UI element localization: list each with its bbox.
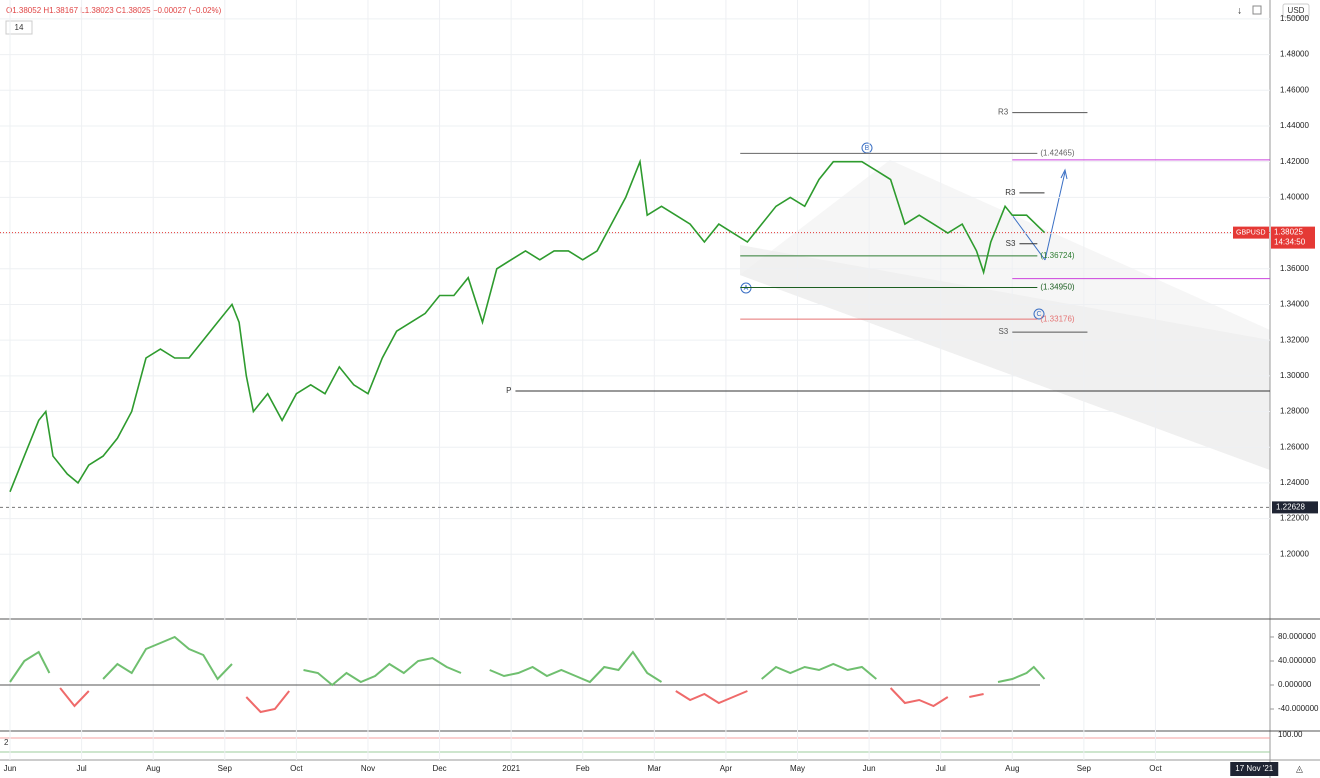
x-tick-label: Mar bbox=[647, 764, 661, 773]
oscillator-line bbox=[59, 687, 90, 708]
wave-label: A bbox=[744, 285, 749, 292]
pane3-label: 2 bbox=[4, 738, 9, 747]
level-label: (1.42465) bbox=[1040, 148, 1075, 157]
projection-arrow bbox=[1044, 171, 1066, 261]
y-tick-label: 1.40000 bbox=[1280, 192, 1309, 201]
icon[interactable] bbox=[1252, 5, 1262, 15]
level-label: S3 bbox=[1006, 239, 1016, 248]
x-tick-label: Oct bbox=[1149, 764, 1162, 773]
oscillator-line bbox=[303, 656, 462, 687]
x-tick-label: May bbox=[790, 764, 805, 773]
crosshair-box bbox=[1272, 501, 1318, 514]
date-marker-box bbox=[1230, 762, 1279, 776]
y-tick-label: 1.20000 bbox=[1280, 549, 1309, 558]
y-tick-label: 1.34000 bbox=[1280, 300, 1309, 309]
level-label: (1.33176) bbox=[1040, 314, 1075, 323]
level-label: S3 bbox=[998, 327, 1008, 336]
level-label: P bbox=[506, 386, 511, 395]
oscillator-line bbox=[761, 662, 877, 680]
wave-marker bbox=[740, 282, 752, 294]
arrow-head bbox=[1060, 168, 1068, 180]
date-marker: 17 Nov '21 bbox=[1235, 764, 1274, 773]
oscillator-line bbox=[889, 687, 949, 708]
y-tick-label: 1.22000 bbox=[1280, 514, 1309, 523]
level-label: (1.36724) bbox=[1040, 251, 1075, 260]
wave-label: B bbox=[865, 145, 870, 152]
osc-tick-label: -40.000000 bbox=[1278, 704, 1319, 713]
osc-tick-label: 40.000000 bbox=[1278, 656, 1316, 665]
x-tick-label: Sep bbox=[1077, 764, 1092, 773]
x-tick-label: Oct bbox=[290, 764, 303, 773]
y-tick-label: 1.26000 bbox=[1280, 442, 1309, 451]
x-tick-label: Sep bbox=[218, 764, 233, 773]
last-price-box bbox=[1271, 226, 1315, 249]
wave-marker bbox=[1033, 308, 1045, 320]
x-tick-label: Apr bbox=[720, 764, 733, 773]
y-tick-label: 1.46000 bbox=[1280, 85, 1309, 94]
oscillator-line bbox=[245, 690, 290, 714]
crosshair-price: 1.22628 bbox=[1276, 503, 1305, 512]
pitchfork-channel bbox=[740, 160, 1270, 470]
level-label: (1.34950) bbox=[1040, 283, 1075, 292]
y-tick-label: 1.50000 bbox=[1280, 14, 1309, 23]
projection bbox=[1011, 214, 1046, 261]
y-tick-label: 1.28000 bbox=[1280, 407, 1309, 416]
y-tick-label: 1.36000 bbox=[1280, 264, 1309, 273]
x-tick-label: Nov bbox=[361, 764, 375, 773]
y-tick-label: 1.32000 bbox=[1280, 335, 1309, 344]
oscillator-line bbox=[997, 665, 1046, 683]
icon[interactable]: ↓ bbox=[1237, 6, 1242, 17]
level-label: R3 bbox=[998, 108, 1009, 117]
x-tick-label: 2021 bbox=[502, 764, 520, 773]
x-tick-label: Jun bbox=[4, 764, 17, 773]
ohlc-legend: O1.38052 H1.38167 L1.38023 C1.38025 −0.0… bbox=[6, 6, 222, 15]
y-tick-label: 1.30000 bbox=[1280, 371, 1309, 380]
osc-tick-label: 80.000000 bbox=[1278, 632, 1316, 641]
countdown: 14:34:50 bbox=[1274, 238, 1306, 247]
oscillator-line bbox=[969, 693, 984, 698]
indicator-toggle[interactable] bbox=[5, 20, 33, 35]
x-tick-label: Jun bbox=[863, 764, 876, 773]
icon[interactable]: ◬ bbox=[1296, 763, 1303, 773]
x-tick-label: Feb bbox=[576, 764, 590, 773]
price-line bbox=[9, 158, 1046, 493]
oscillator-line bbox=[489, 650, 663, 684]
pane3-tick: 100.00 bbox=[1278, 730, 1303, 739]
y-tick-label: 1.48000 bbox=[1280, 50, 1309, 59]
y-tick-label: 1.44000 bbox=[1280, 121, 1309, 130]
oscillator-line bbox=[675, 690, 748, 705]
symbol-box bbox=[1233, 226, 1269, 239]
oscillator-line bbox=[9, 650, 51, 683]
symbol: GBPUSD bbox=[1236, 229, 1266, 236]
y-tick-label: 1.42000 bbox=[1280, 157, 1309, 166]
x-tick-label: Jul bbox=[936, 764, 946, 773]
x-tick-label: Dec bbox=[432, 764, 446, 773]
x-tick-label: Aug bbox=[146, 764, 160, 773]
last-price: 1.38025 bbox=[1274, 228, 1303, 237]
x-tick-label: Aug bbox=[1005, 764, 1019, 773]
wave-label: C bbox=[1036, 311, 1041, 318]
level-label: R3 bbox=[1005, 188, 1016, 197]
y-tick-label: 1.24000 bbox=[1280, 478, 1309, 487]
x-tick-label: Jul bbox=[76, 764, 86, 773]
indicator-label[interactable]: 14 bbox=[15, 23, 24, 32]
osc-tick-label: 0.000000 bbox=[1278, 680, 1312, 689]
oscillator-line bbox=[102, 635, 233, 681]
currency[interactable]: USD bbox=[1288, 6, 1305, 15]
currency-button[interactable] bbox=[1282, 3, 1310, 18]
